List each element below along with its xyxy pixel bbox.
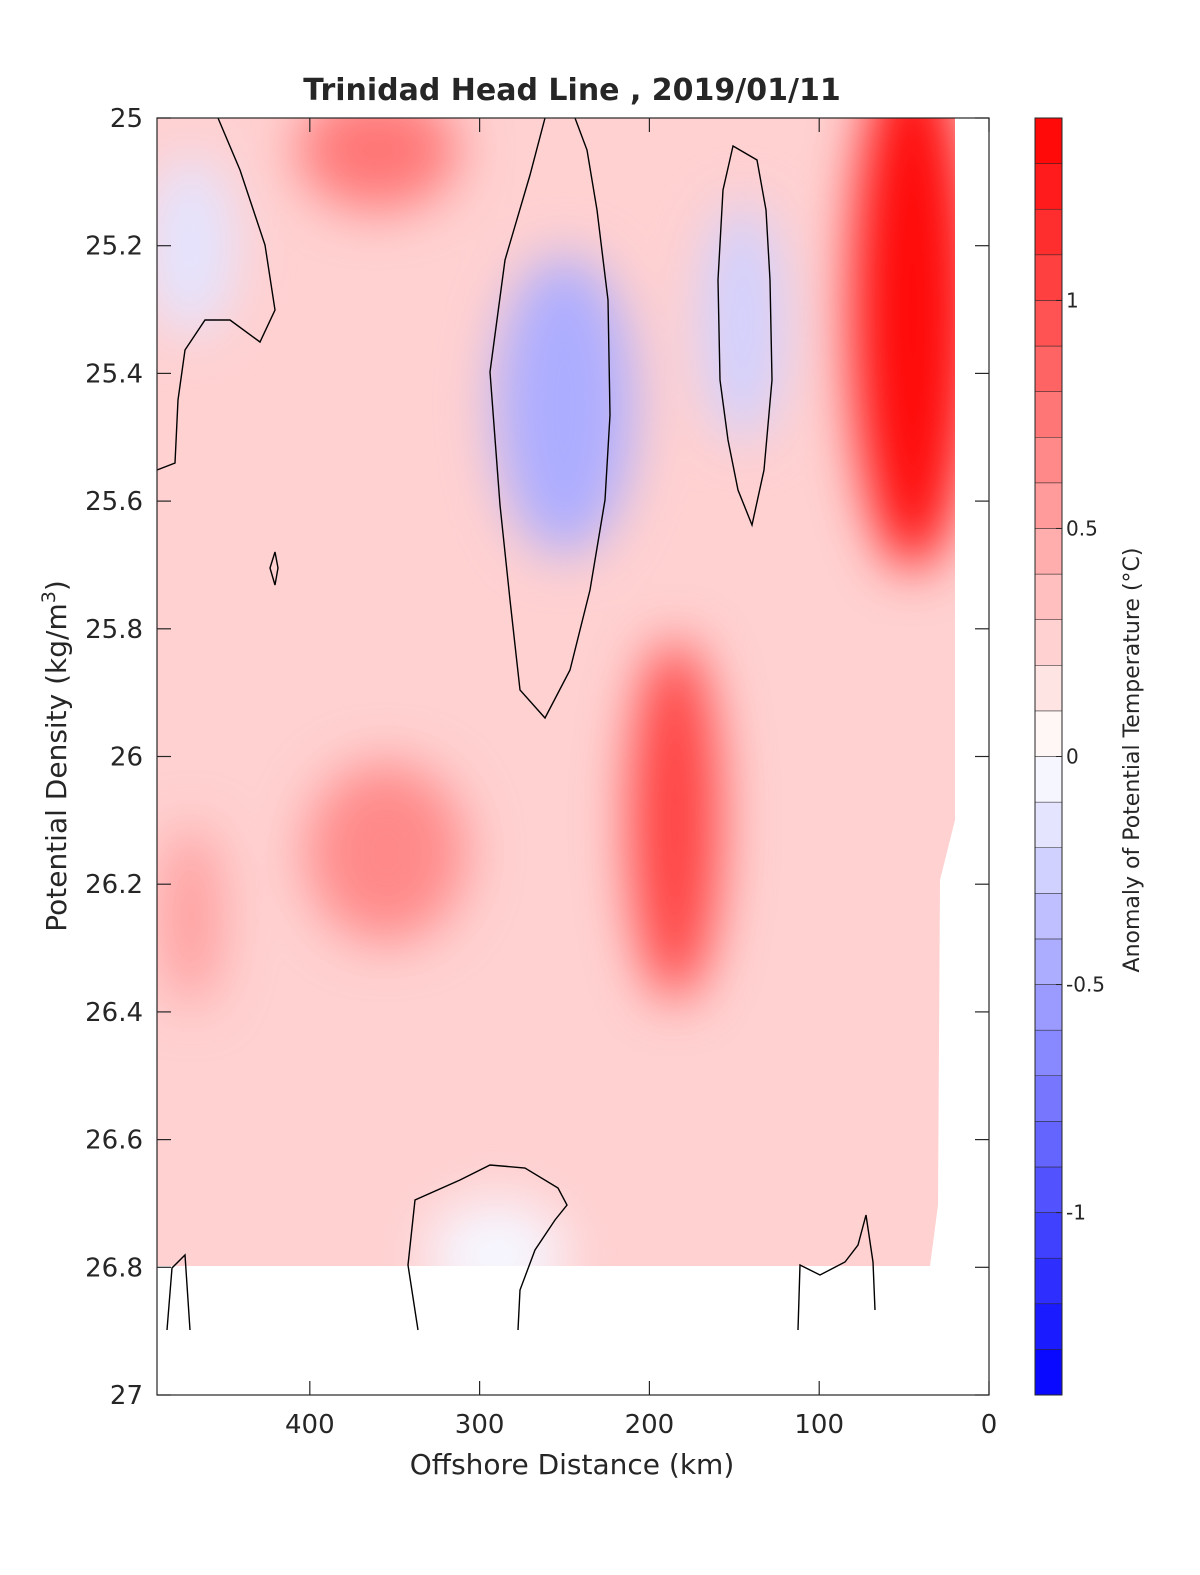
- anomaly-feature: [629, 640, 720, 1001]
- colorbar-step: [1034, 573, 1063, 620]
- colorbar-step: [1034, 300, 1063, 347]
- anomaly-feature: [157, 155, 236, 336]
- colorbar-step: [1034, 163, 1063, 210]
- zero-contour-west-dot: [269, 551, 279, 586]
- colorbar-step: [1034, 391, 1063, 438]
- y-tick-label: 25.6: [85, 487, 143, 517]
- colorbar-step: [1034, 665, 1063, 712]
- colorbar-step: [1034, 254, 1063, 301]
- chart-title: Trinidad Head Line , 2019/01/11: [303, 73, 840, 108]
- colorbar-step: [1034, 756, 1063, 803]
- anomaly-feature: [297, 118, 458, 210]
- zero-contours: [156, 117, 876, 1331]
- colorbar-step: [1034, 619, 1063, 666]
- colorbar-step: [1034, 482, 1063, 529]
- x-tick-label: 100: [794, 1410, 844, 1440]
- colorbar-step: [1034, 710, 1063, 757]
- y-tick-label: 25.8: [85, 615, 143, 645]
- colorbar-tick-label: 0: [1066, 745, 1079, 769]
- colorbar-step: [1034, 1212, 1063, 1259]
- axes: 400 300 200 100 0 25 25.2 25.4 25.6 25.8 26 26.2 26.…: [85, 104, 997, 1440]
- anomaly-feature: [160, 826, 221, 1007]
- colorbar-step: [1034, 1166, 1063, 1213]
- anomaly-feature: [426, 1199, 567, 1266]
- colorbar-step: [1034, 1075, 1063, 1122]
- colorbar-step: [1034, 893, 1063, 940]
- y-tick-label: 26.8: [85, 1253, 143, 1283]
- x-tick-label: 0: [981, 1410, 998, 1440]
- colorbar-step: [1034, 117, 1063, 164]
- zero-contour-deep-central: [407, 1164, 568, 1331]
- colorbar-step: [1034, 1121, 1063, 1168]
- colorbar-step: [1034, 528, 1063, 575]
- colorbar-step: [1034, 437, 1063, 484]
- y-axis-label: Potential Density (kg/m3): [38, 580, 73, 932]
- filled-contours: [157, 118, 955, 1266]
- x-tick-label: 400: [285, 1410, 335, 1440]
- anomaly-feature: [700, 202, 785, 443]
- colorbar-tick-label: 0.5: [1066, 516, 1098, 540]
- y-tick-label: 26.6: [85, 1126, 143, 1156]
- colorbar-step: [1034, 984, 1063, 1031]
- anomaly-feature: [852, 118, 955, 570]
- y-tick-label: 25.2: [85, 232, 143, 262]
- zero-contour-west: [156, 117, 276, 471]
- colorbar-step: [1034, 1303, 1063, 1350]
- colorbar-step: [1034, 847, 1063, 894]
- colorbar-tick-label: 1: [1066, 288, 1079, 312]
- zero-contour-deep-west: [166, 1253, 191, 1331]
- colorbar-step: [1034, 938, 1063, 985]
- colorbar-tick-label: -1: [1066, 1201, 1086, 1225]
- anomaly-feature: [306, 762, 467, 943]
- colorbar-step: [1034, 1257, 1063, 1305]
- y-axis-label-superscript: 3: [38, 591, 60, 603]
- colorbar-step: [1034, 1029, 1063, 1076]
- y-tick-label: 27: [110, 1381, 143, 1411]
- y-tick-label: 26: [110, 743, 143, 773]
- zero-contour-deep-east: [797, 1214, 876, 1331]
- colorbar-step: [1034, 345, 1063, 392]
- y-tick-label: 25.4: [85, 359, 143, 389]
- colorbar-tick-label: -0.5: [1066, 973, 1105, 997]
- y-axis-label-text: Potential Density (kg/m: [40, 603, 73, 932]
- y-tick-label: 26.2: [85, 870, 143, 900]
- colorbar: 1 0.5 0 -0.5 -1 Anomaly of Potential Tempera…: [1034, 117, 1145, 1396]
- x-axis-label: Offshore Distance (km): [410, 1448, 735, 1481]
- x-tick-label: 200: [625, 1410, 675, 1440]
- y-tick-label: 26.4: [85, 998, 143, 1028]
- colorbar-label: Anomaly of Potential Temperature (°C): [1120, 548, 1145, 973]
- y-tick-label: 25: [110, 104, 143, 134]
- colorbar-step: [1034, 1349, 1063, 1396]
- y-axis-label-close: ): [40, 580, 73, 591]
- zero-contour-cold-core-east: [717, 144, 773, 528]
- x-tick-label: 300: [455, 1410, 505, 1440]
- colorbar-step: [1034, 801, 1063, 848]
- anomaly-feature: [494, 255, 635, 556]
- colorbar-step: [1034, 208, 1063, 256]
- zero-contour-cold-core-main: [489, 117, 611, 720]
- no-data-strip: [157, 1330, 989, 1395]
